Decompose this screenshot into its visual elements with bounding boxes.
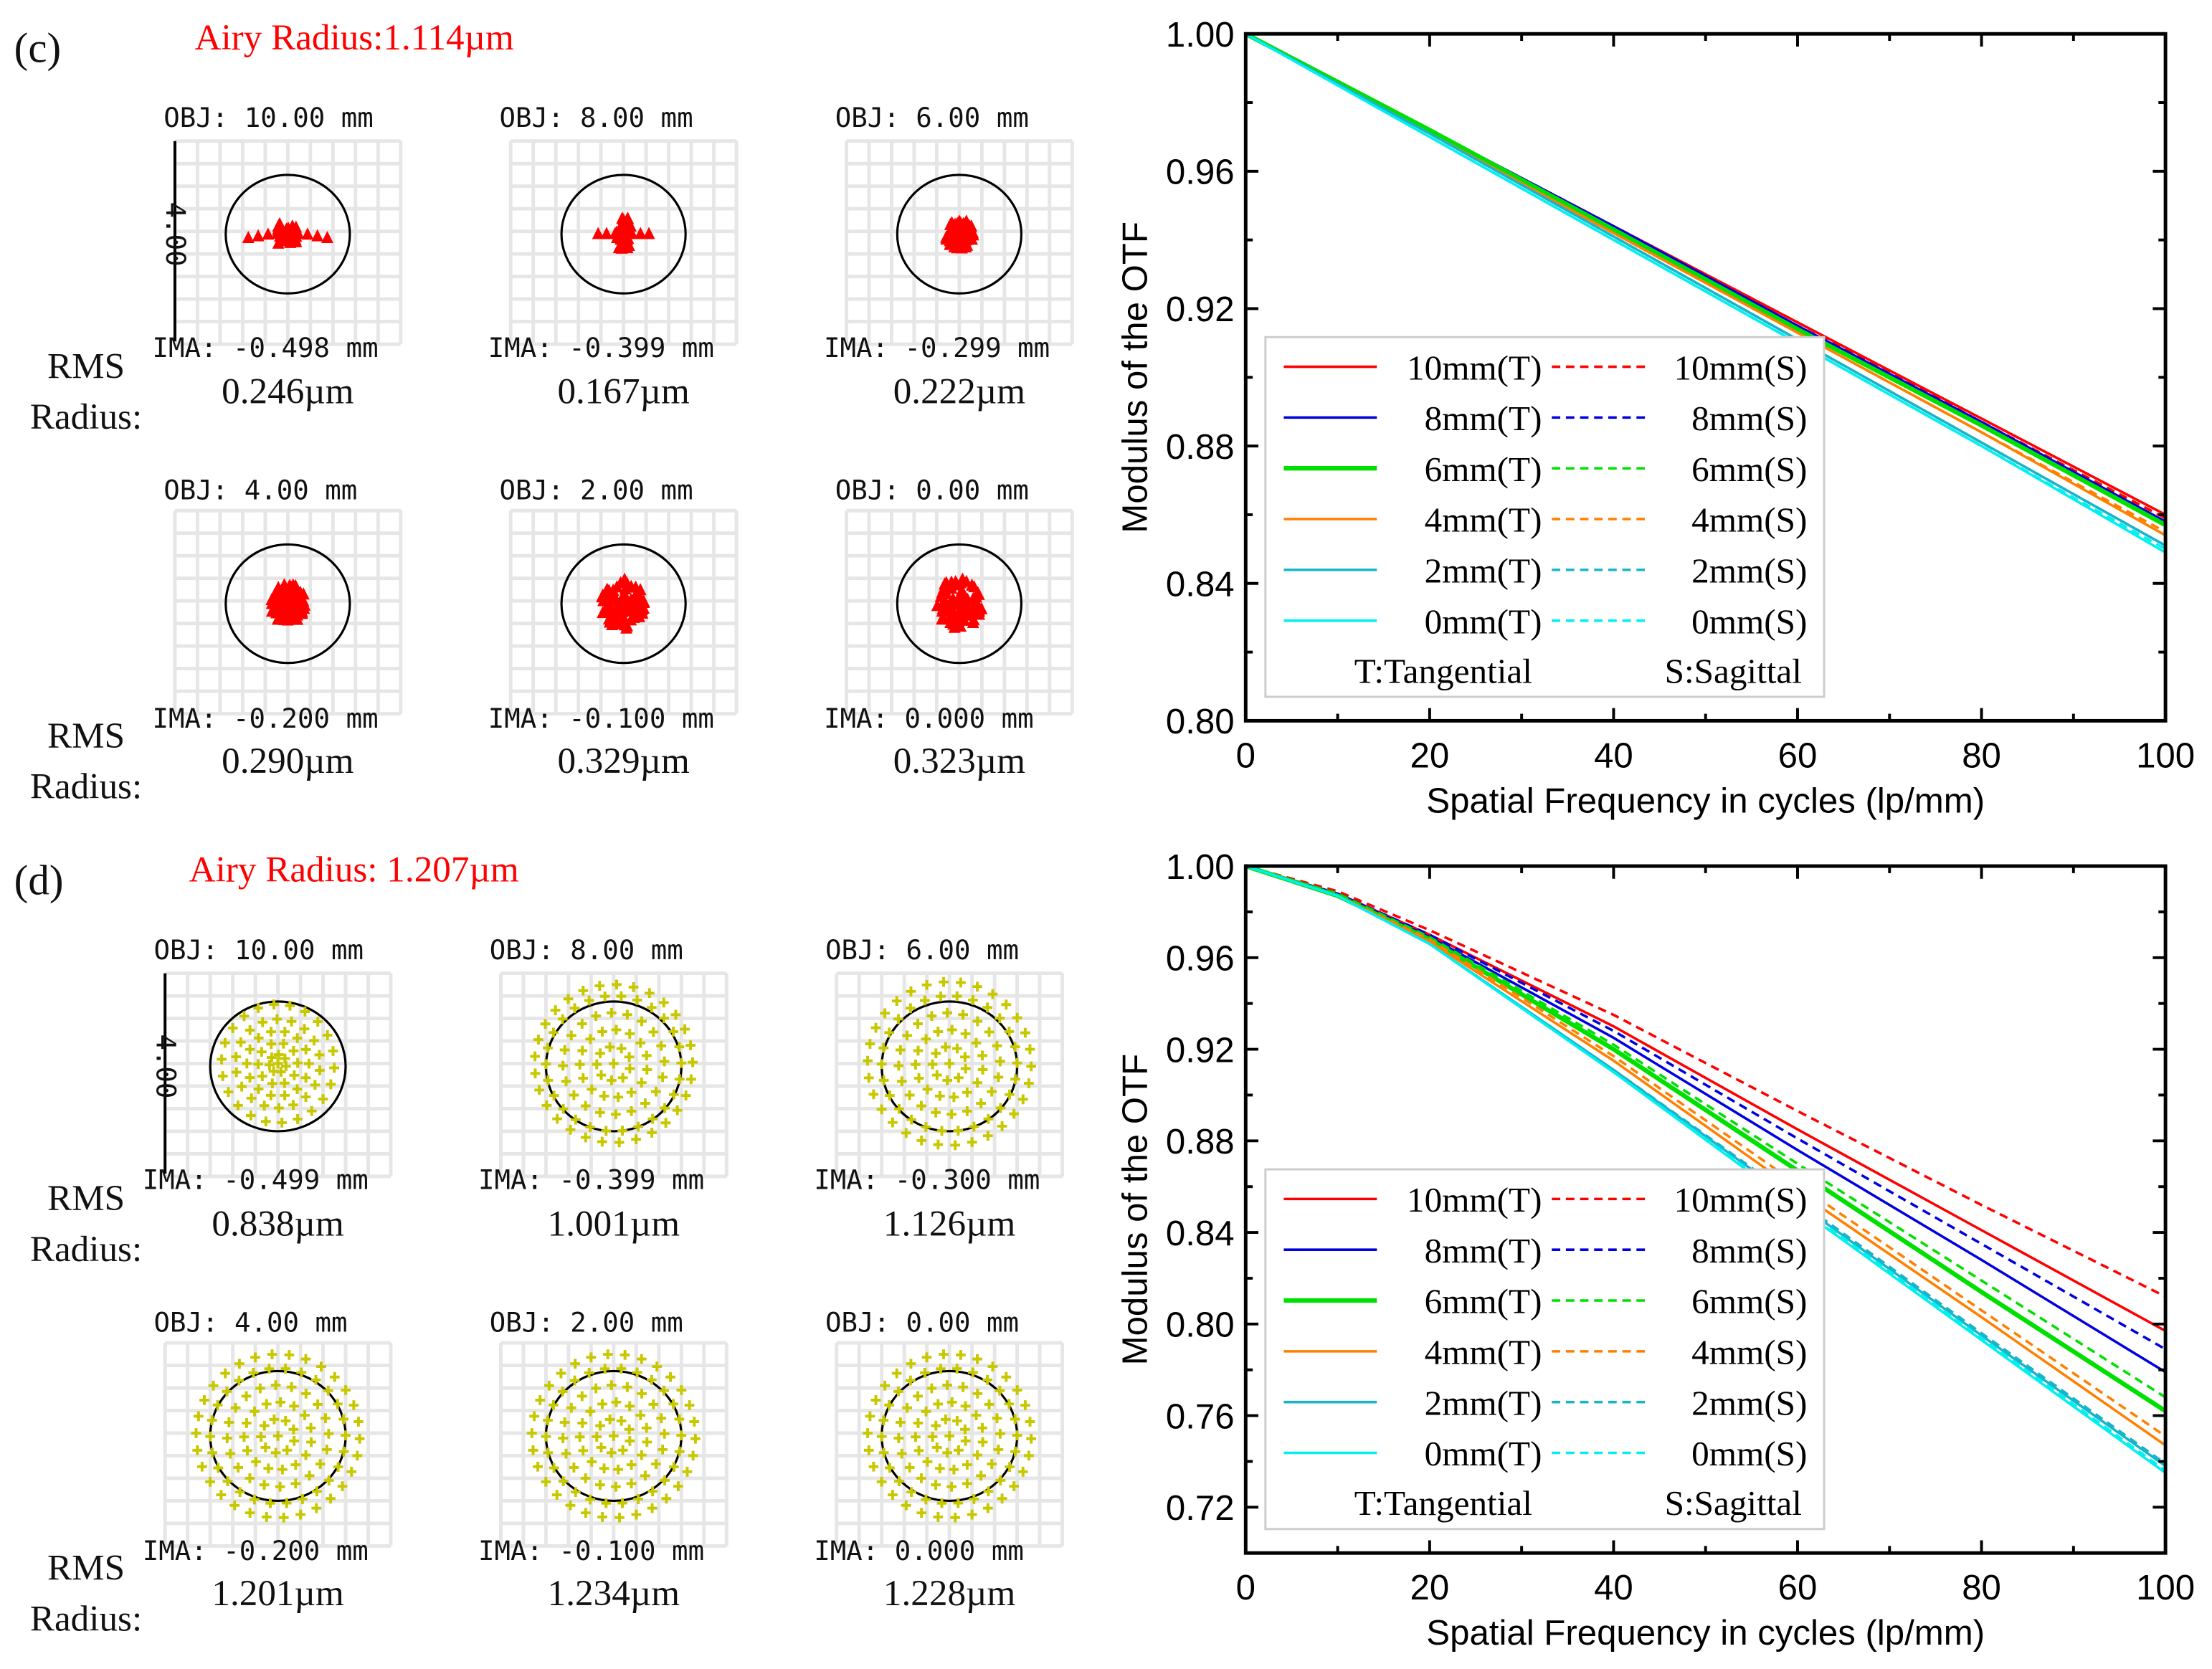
legend-label: 6mm(T) — [1425, 1282, 1542, 1321]
mtf-chart: 0 20 40 60 80 100 0.72 0.76 0.80 0.84 0.88 0.92 0.96… — [1116, 847, 2196, 1653]
x-tick-label: 80 — [1962, 736, 2001, 775]
x-tick-label: 100 — [2136, 1568, 2195, 1607]
legend-label: 2mm(T) — [1425, 1383, 1542, 1422]
legend-label: 8mm(S) — [1691, 399, 1807, 438]
legend-label: 6mm(T) — [1425, 450, 1542, 489]
x-tick-label: 60 — [1778, 1568, 1818, 1607]
legend-label: 10mm(S) — [1674, 348, 1808, 387]
legend-label: 10mm(T) — [1407, 348, 1542, 387]
legend-label: 0mm(T) — [1425, 601, 1542, 641]
legend-note-sagittal: S:Sagittal — [1665, 1483, 1802, 1523]
legend-label: 4mm(T) — [1425, 1333, 1542, 1372]
x-tick-label: 100 — [2136, 736, 2195, 775]
x-tick-label: 20 — [1410, 736, 1450, 775]
x-tick-label: 60 — [1778, 736, 1818, 775]
y-axis-title: Modulus of the OTF — [1116, 222, 1155, 533]
y-tick-label: 1.00 — [1166, 847, 1235, 887]
y-tick-label: 0.72 — [1166, 1488, 1235, 1528]
y-tick-label: 0.92 — [1166, 290, 1235, 329]
legend-label: 8mm(T) — [1425, 399, 1542, 438]
legend-label: 4mm(S) — [1691, 500, 1807, 540]
legend-label: 2mm(S) — [1691, 1383, 1807, 1422]
x-tick-label: 20 — [1410, 1568, 1450, 1607]
legend-label: 0mm(S) — [1691, 601, 1807, 641]
legend: 10mm(T) 10mm(S) 8mm(T) 8mm(S) 6mm(T) 6mm(S) 4m… — [1266, 1169, 1824, 1529]
legend-label: 6mm(S) — [1691, 450, 1807, 489]
legend-label: 2mm(T) — [1425, 551, 1542, 591]
y-tick-label: 0.88 — [1166, 1122, 1235, 1161]
x-axis-title: Spatial Frequency in cycles (lp/mm) — [1426, 1613, 1985, 1653]
x-axis-title: Spatial Frequency in cycles (lp/mm) — [1426, 781, 1985, 820]
y-tick-label: 0.84 — [1166, 1214, 1235, 1253]
mtf-charts: 0 20 40 60 80 100 0.80 0.84 0.88 0.92 0.96 1.00 Spat… — [0, 0, 2212, 1669]
y-tick-label: 0.96 — [1166, 939, 1235, 979]
y-axis-title: Modulus of the OTF — [1116, 1054, 1155, 1366]
y-tick-label: 0.96 — [1166, 153, 1235, 192]
y-tick-label: 0.88 — [1166, 427, 1235, 467]
x-tick-label: 80 — [1962, 1568, 2001, 1607]
legend-label: 2mm(S) — [1691, 551, 1807, 591]
legend-label: 0mm(S) — [1691, 1434, 1807, 1473]
x-tick-label: 40 — [1594, 736, 1633, 775]
x-tick-label: 40 — [1594, 1568, 1633, 1607]
legend-label: 10mm(S) — [1674, 1180, 1808, 1219]
figure: (c) Airy Radius:1.114µm 4.00 OBJ: 10.00 mm I… — [0, 0, 2212, 1669]
y-tick-label: 0.92 — [1166, 1030, 1235, 1070]
legend: 10mm(T) 10mm(S) 8mm(T) 8mm(S) 6mm(T) 6mm(S) 4m… — [1266, 337, 1824, 697]
legend-label: 10mm(T) — [1407, 1180, 1542, 1219]
y-tick-label: 1.00 — [1166, 15, 1235, 54]
legend-note-sagittal: S:Sagittal — [1665, 651, 1802, 690]
y-tick-label: 0.80 — [1166, 1306, 1235, 1345]
legend-label: 8mm(T) — [1425, 1231, 1542, 1270]
legend-label: 0mm(T) — [1425, 1434, 1542, 1473]
x-tick-label: 0 — [1236, 1568, 1255, 1607]
legend-label: 6mm(S) — [1691, 1282, 1807, 1321]
legend-label: 8mm(S) — [1691, 1231, 1807, 1270]
legend-note-tangential: T:Tangential — [1354, 651, 1532, 690]
x-tick-label: 0 — [1236, 736, 1255, 775]
y-tick-label: 0.80 — [1166, 702, 1235, 741]
y-tick-label: 0.76 — [1166, 1397, 1235, 1436]
legend-label: 4mm(T) — [1425, 500, 1542, 540]
legend-label: 4mm(S) — [1691, 1333, 1807, 1372]
y-tick-label: 0.84 — [1166, 564, 1235, 604]
legend-note-tangential: T:Tangential — [1354, 1483, 1532, 1523]
mtf-chart: 0 20 40 60 80 100 0.80 0.84 0.88 0.92 0.96 1.00 Spat… — [1116, 15, 2196, 820]
